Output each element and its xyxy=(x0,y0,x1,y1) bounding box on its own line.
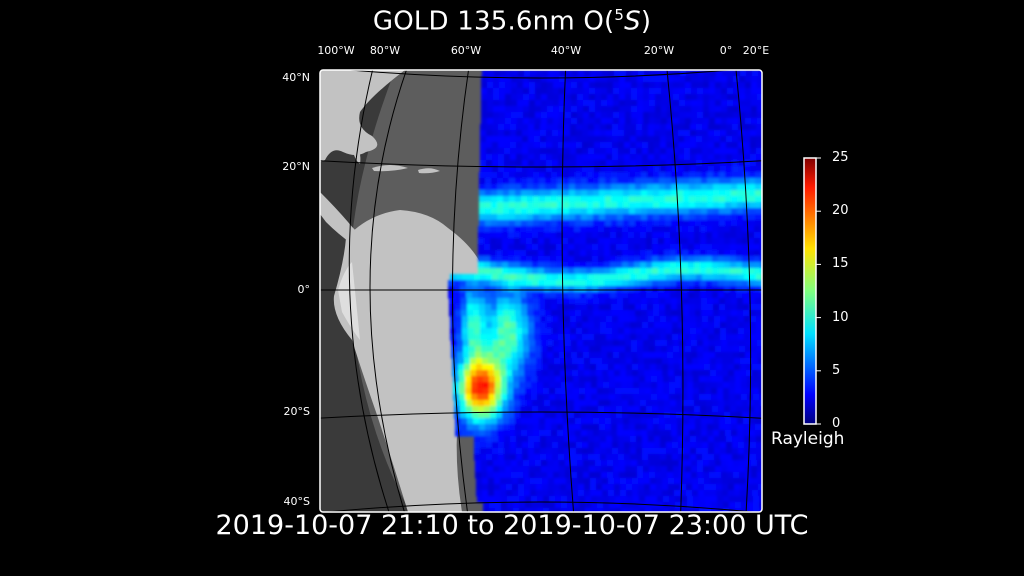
parallel-line xyxy=(320,70,762,79)
lon-tick-label: 20°E xyxy=(742,44,770,57)
colorbar-tick-label: 0 xyxy=(832,416,841,431)
colorbar-tick-label: 15 xyxy=(832,256,849,272)
lat-tick-label: 40°S xyxy=(283,495,310,508)
andes-highlight xyxy=(338,262,360,340)
meridian-line xyxy=(734,70,752,512)
north-america-land xyxy=(320,70,405,162)
parallel-line xyxy=(320,501,762,512)
title-close: ) xyxy=(640,6,652,37)
colorbar-tick-label: 10 xyxy=(832,309,849,325)
colorbar-label: Rayleigh xyxy=(771,429,845,449)
meridian-line xyxy=(369,70,411,512)
colorbar-tick-label: 25 xyxy=(832,150,849,165)
meridian-line xyxy=(348,70,396,512)
colorbar-tick-marks xyxy=(816,157,821,425)
south-america-land xyxy=(333,210,482,512)
map-title: GOLD 135.6nm O(5S) xyxy=(0,6,1024,37)
lon-tick-label: 80°W xyxy=(369,44,401,57)
lon-tick-label: 0° xyxy=(719,44,733,57)
meridian-line xyxy=(665,70,684,512)
earth-limb-shadow xyxy=(320,70,410,512)
lon-tick-label: 100°W xyxy=(317,44,355,57)
title-superscript: 5 xyxy=(614,6,625,24)
lat-tick-label: 20°N xyxy=(282,160,310,173)
lat-tick-label: 0° xyxy=(297,283,311,296)
lon-tick-label: 20°W xyxy=(643,44,675,57)
lon-tick-label: 60°W xyxy=(450,44,482,57)
land-masses xyxy=(320,70,482,512)
colorbar-gradient xyxy=(804,158,816,424)
lat-tick-label: 20°S xyxy=(283,405,310,418)
title-species: S xyxy=(624,6,641,37)
colorbar-frame xyxy=(803,157,817,425)
florida-land xyxy=(352,138,361,164)
title-main: GOLD 135.6nm O( xyxy=(372,6,615,37)
meridian-line xyxy=(452,70,471,512)
parallel-line xyxy=(320,411,762,420)
colorbar-tick-label: 20 xyxy=(832,203,849,219)
lat-tick-label: 40°N xyxy=(282,71,310,84)
meridian-line xyxy=(561,70,576,512)
time-range-caption: 2019-10-07 21:10 to 2019-10-07 23:00 UTC xyxy=(215,510,809,541)
lon-tick-label: 40°W xyxy=(550,44,582,57)
graticule xyxy=(320,70,762,512)
map-frame xyxy=(319,69,763,513)
parallel-line xyxy=(320,159,762,168)
emission-data-layer xyxy=(448,70,762,512)
central-america-land xyxy=(320,192,364,244)
colorbar-tick-label: 5 xyxy=(832,362,841,378)
hispaniola-land xyxy=(418,168,440,174)
